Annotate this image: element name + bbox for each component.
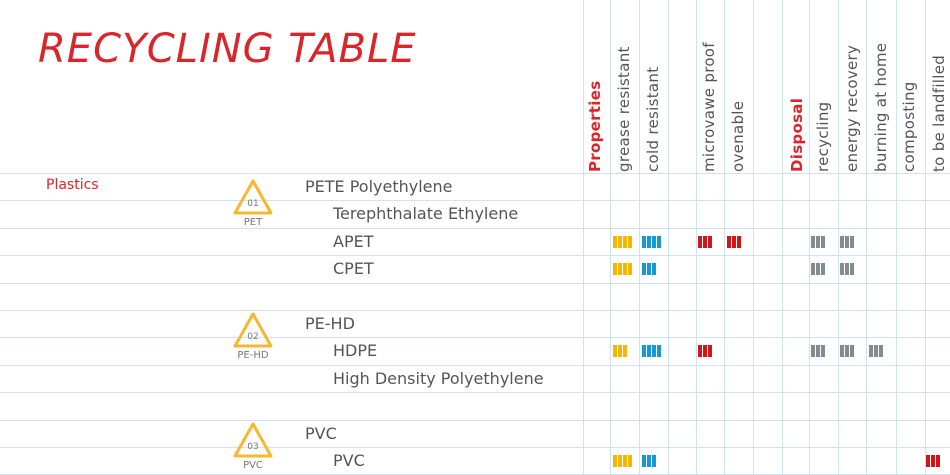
material-label: PE-HD <box>305 314 355 333</box>
recycling-triangle-icon <box>233 422 273 458</box>
material-label: PVC <box>333 451 365 470</box>
property-mark <box>642 263 656 275</box>
property-mark <box>840 263 854 275</box>
property-mark <box>926 455 940 467</box>
material-label: High Density Polyethylene <box>333 369 544 388</box>
property-mark <box>811 236 825 248</box>
column-header-recycling: recycling <box>814 101 832 172</box>
property-mark <box>642 236 661 248</box>
property-mark <box>642 455 656 467</box>
material-label: PVC <box>305 424 337 443</box>
recycling-triangle-icon <box>233 312 273 348</box>
property-mark <box>811 345 825 357</box>
property-mark <box>840 236 854 248</box>
property-mark <box>811 263 825 275</box>
material-label: APET <box>333 232 374 251</box>
material-label: PETE Polyethylene <box>305 177 453 196</box>
material-label: CPET <box>333 259 374 278</box>
disposal-section-header: Disposal <box>788 97 806 172</box>
property-mark <box>613 345 627 357</box>
material-label: Terephthalate Ethylene <box>333 204 519 223</box>
badge-number: 03 <box>247 442 259 452</box>
property-mark <box>613 455 632 467</box>
column-header-composting: composting <box>900 81 918 172</box>
recycling-triangle-icon <box>233 179 273 215</box>
property-mark <box>840 345 854 357</box>
material-label: HDPE <box>333 341 378 360</box>
group-label-plastics: Plastics <box>46 177 99 193</box>
property-mark <box>698 345 712 357</box>
property-mark <box>642 345 661 357</box>
recycling-code-badge: 01 PET <box>231 177 275 228</box>
column-header-cold-resistant: cold resistant <box>644 66 662 172</box>
badge-number: 01 <box>247 199 259 209</box>
badge-code: PVC <box>243 460 263 471</box>
property-mark <box>698 236 712 248</box>
property-mark <box>613 236 632 248</box>
property-mark <box>613 263 632 275</box>
column-header-ovenable: ovenable <box>729 100 747 172</box>
badge-number: 02 <box>247 332 259 342</box>
recycling-code-badge: 03 PVC <box>231 420 275 471</box>
column-header-burning-at-home: burning at home <box>872 42 890 172</box>
column-header-to-be-landfilled: to be landfilled <box>930 54 948 172</box>
column-header-microwave-proof: microvawe proof <box>700 42 718 172</box>
badge-code: PE-HD <box>237 350 269 361</box>
property-mark <box>869 345 883 357</box>
page-title: RECYCLING TABLE <box>38 26 417 72</box>
column-header-grease-resistant: grease resistant <box>615 46 633 172</box>
property-mark <box>727 236 741 248</box>
badge-code: PET <box>243 217 263 228</box>
column-header-energy-recovery: energy recovery <box>843 44 861 172</box>
properties-section-header: Properties <box>586 80 604 172</box>
recycling-code-badge: 02 PE-HD <box>231 310 275 361</box>
